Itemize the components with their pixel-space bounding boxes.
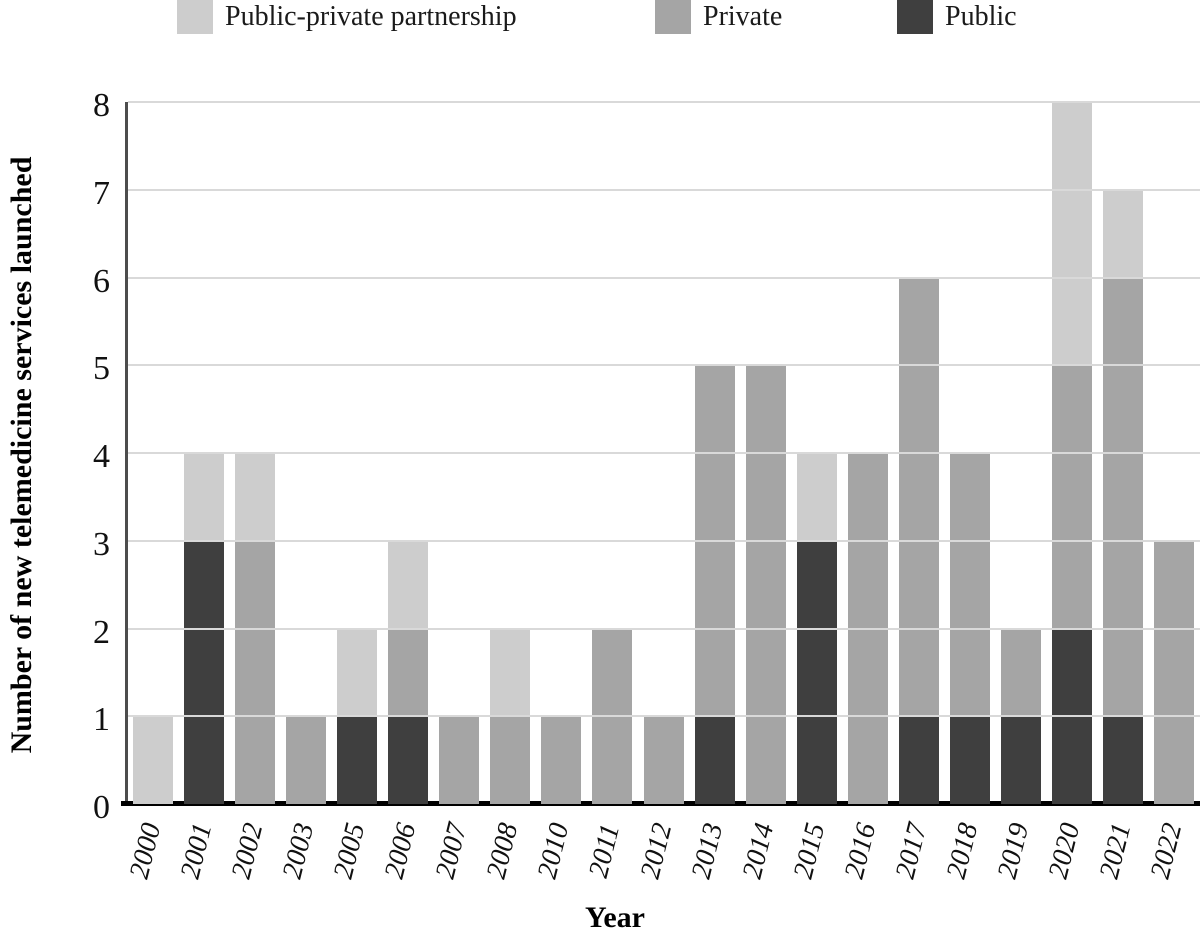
x-tick-label-2014: 2014 [736,819,781,882]
x-tick-label-2003: 2003 [276,819,321,882]
bar-2021-segment-public [1103,716,1144,804]
bar-2003-segment-private [285,716,326,804]
bar-2006 [388,540,429,804]
bar-2002-segment-private [234,540,275,804]
bar-2005-segment-public [336,716,377,804]
bar-2017 [898,277,939,804]
legend-label-2: Private [703,1,783,32]
bar-2013-segment-public [694,716,735,804]
bar-2003 [285,716,326,804]
bar-2005-segment-public-private-partnership [336,628,377,717]
bar-2019 [1001,628,1042,804]
bar-2020-segment-public-private-partnership [1052,102,1093,366]
x-tick-label-2013: 2013 [685,819,729,882]
bar-2018-segment-public [950,716,991,804]
y-tick-label-5: 5 [93,350,110,388]
gridline-4 [128,452,1200,454]
legend-swatch-2 [655,0,691,34]
gridline-5 [128,364,1200,367]
legend-swatch-3 [897,0,933,34]
y-tick-label-1: 1 [93,701,110,739]
bar-2008-segment-private [490,716,531,804]
bar-2000-segment-public-private-partnership [132,716,173,804]
x-tick-label-2007: 2007 [429,819,474,882]
y-axis-spine [125,102,128,806]
bar-2010 [541,716,582,804]
bar-2018 [950,453,991,804]
bar-2006-segment-public [388,716,429,804]
gridline-8 [128,101,1200,103]
bar-2002 [234,453,275,804]
x-tick-label-2018: 2018 [940,819,985,882]
bar-2019-segment-private [1001,628,1042,717]
x-tick-label-2022: 2022 [1145,819,1189,882]
x-tick-label-2010: 2010 [531,819,576,882]
bar-2005 [336,628,377,804]
y-tick-label-4: 4 [93,438,110,475]
bar-2012-segment-private [643,716,684,804]
x-tick-label-2008: 2008 [480,819,525,882]
x-tick-label-2001: 2001 [174,819,218,882]
gridline-2 [128,627,1200,630]
x-tick-label-2011: 2011 [583,820,627,881]
bar-2002-segment-public-private-partnership [234,453,275,541]
bar-2008-segment-public-private-partnership [490,628,531,717]
bar-2001-segment-public [183,540,224,804]
bar-2013 [694,365,735,804]
legend-swatch-1 [177,0,213,34]
bar-2012 [643,716,684,804]
bar-2017-segment-public [898,716,939,804]
bar-2019-segment-public [1001,716,1042,804]
bar-2000 [132,716,173,804]
bar-2001-segment-public-private-partnership [183,453,224,541]
bar-2006-segment-public-private-partnership [388,540,429,629]
x-tick-label-2006: 2006 [378,819,423,882]
y-tick-label-8: 8 [93,87,110,124]
gridline-7 [128,188,1200,191]
x-tick-label-2012: 2012 [634,819,678,882]
x-tick-label-2019: 2019 [991,819,1036,882]
x-axis-title: Year [585,901,645,934]
x-tick-label-2017: 2017 [889,819,934,882]
bar-2008 [490,628,531,804]
bar-2020 [1052,102,1093,804]
bar-2022 [1154,540,1195,804]
bar-2020-segment-private [1052,365,1093,629]
x-tick-label-2002: 2002 [225,819,270,882]
bar-2014 [745,365,786,804]
x-tick-label-2020: 2020 [1042,819,1087,882]
gridline-6 [128,276,1200,279]
bar-2007-segment-private [439,716,480,804]
bar-2015-segment-public-private-partnership [796,453,837,541]
x-tick-label-2015: 2015 [787,819,832,882]
x-tick-label-2005: 2005 [327,819,372,882]
bar-2010-segment-private [541,716,582,804]
bar-2015 [796,453,837,804]
bar-2001 [183,453,224,804]
bar-2021-segment-private [1103,277,1144,717]
y-tick-label-3: 3 [93,525,110,563]
bar-2021-segment-public-private-partnership [1103,189,1144,278]
bar-2006-segment-private [388,628,429,717]
bar-2018-segment-private [950,453,991,717]
legend-label-1: Public-private partnership [225,1,517,32]
gridline-1 [128,715,1200,718]
x-tick-label-2021: 2021 [1094,819,1138,882]
bar-2015-segment-public [796,540,837,804]
y-tick-label-7: 7 [93,174,110,212]
bar-2007 [439,716,480,804]
bar-2021 [1103,189,1144,804]
legend-label-3: Public [945,1,1017,32]
bar-2017-segment-private [898,277,939,717]
bar-2014-segment-private [745,365,786,804]
x-tick-label-2016: 2016 [838,819,883,882]
bar-2022-segment-private [1154,540,1195,804]
y-tick-label-2: 2 [93,613,110,651]
gridline-3 [128,539,1200,542]
y-tick-label-0: 0 [93,789,110,826]
y-tick-label-6: 6 [93,262,110,300]
x-tick-label-2000: 2000 [123,819,167,882]
